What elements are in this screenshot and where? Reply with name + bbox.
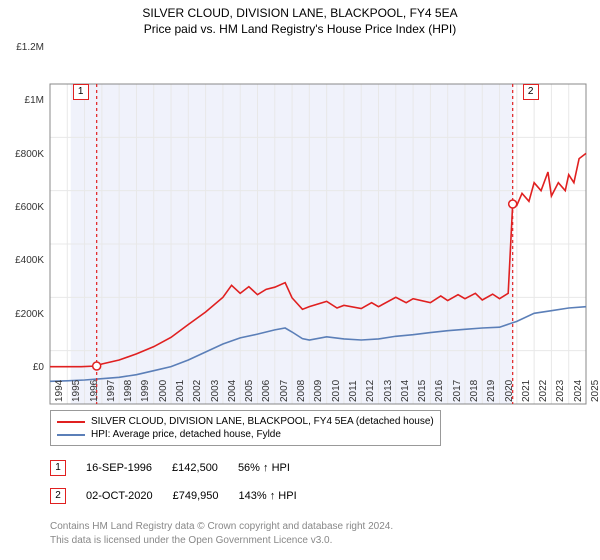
sale-delta-0: 56% ↑ HPI (238, 462, 290, 474)
legend-item-1: HPI: Average price, detached house, Fyld… (57, 428, 434, 441)
legend-label-1: HPI: Average price, detached house, Fyld… (91, 429, 281, 440)
sale-delta-1: 143% ↑ HPI (239, 490, 297, 502)
sale-marker-1: 2 (50, 488, 66, 504)
chart-title: SILVER CLOUD, DIVISION LANE, BLACKPOOL, … (0, 0, 600, 20)
legend-item-0: SILVER CLOUD, DIVISION LANE, BLACKPOOL, … (57, 415, 434, 428)
legend-swatch-0 (57, 421, 85, 423)
sale-marker-0: 1 (50, 460, 66, 476)
legend-label-0: SILVER CLOUD, DIVISION LANE, BLACKPOOL, … (91, 416, 434, 427)
chart-container: { "title": "SILVER CLOUD, DIVISION LANE,… (0, 0, 600, 560)
chart-subtitle: Price paid vs. HM Land Registry's House … (0, 20, 600, 36)
sale-date-1: 02-OCT-2020 (86, 490, 153, 502)
sale-date-0: 16-SEP-1996 (86, 462, 152, 474)
footer-attribution: Contains HM Land Registry data © Crown c… (50, 520, 393, 547)
sale-price-1: £749,950 (173, 490, 219, 502)
sale-price-0: £142,500 (172, 462, 218, 474)
chart-svg (0, 36, 600, 436)
sale-row-0: 1 16-SEP-1996 £142,500 56% ↑ HPI (50, 460, 290, 476)
legend-swatch-1 (57, 434, 85, 436)
legend: SILVER CLOUD, DIVISION LANE, BLACKPOOL, … (50, 410, 441, 446)
sale-row-1: 2 02-OCT-2020 £749,950 143% ↑ HPI (50, 488, 297, 504)
